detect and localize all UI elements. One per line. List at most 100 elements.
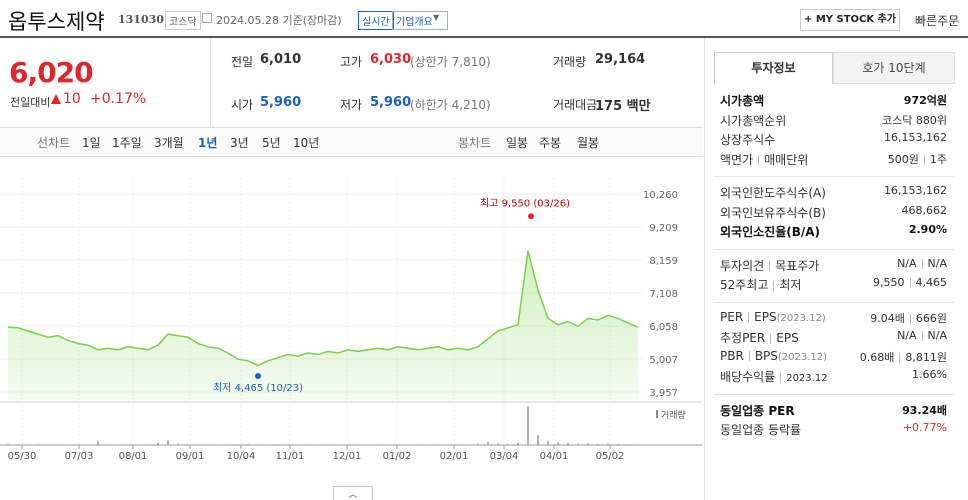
candle-tab[interactable]: 주봉 [539,136,562,150]
label-part: 최저 [779,278,802,292]
separator [748,312,750,322]
info-value: 1.66% [912,368,947,381]
info-value: N/A N/A [897,329,947,342]
y-tick-label: 7,108 [649,289,678,300]
info-label: 배당수익률 2023.12 [720,368,828,385]
separator [770,333,772,344]
volume-bar [497,443,499,445]
info-value: 9,550 4,465 [873,276,947,289]
label-part: 52주최고 [720,278,769,292]
value-part: 2.90% [908,223,947,236]
info-label: PBR BPS(2023.12) [720,349,827,363]
info-label: 외국인보유주식수(B) [720,204,826,221]
label-sub: (2023.12) [776,312,826,324]
quick-order[interactable]: 빠른주문 [915,14,960,28]
summary-label: 전일 [231,55,254,69]
date: 2024.05.28 기준(장마감) [216,14,342,27]
volume-bar [517,443,519,445]
volume-bar [307,444,309,445]
volume-bar [187,444,189,445]
volume-bar [207,444,209,445]
label-part: 매매단위 [764,152,809,167]
y-tick-label: 9,209 [649,223,678,234]
info-value: N/A N/A [897,257,947,270]
volume-legend-icon [656,410,658,418]
x-tick-label: 02/01 [440,451,469,462]
volume-bar [397,444,399,445]
summary-value: 5,960 [370,95,412,110]
info-value: 16,153,162 [884,184,947,197]
value-part: 666원 [915,311,947,325]
x-tick-label: 08/01 [119,451,148,462]
info-label: 시가총액 [720,92,764,109]
volume-bar [27,444,29,445]
period-tab[interactable]: 3개월 [154,136,184,150]
value-part: 16,153,162 [884,131,947,144]
info-value: 468,662 [902,204,948,217]
summary-value: 5,960 [260,95,302,110]
period-bar [0,127,703,157]
info-value: 0.68배 8,811원 [860,349,947,365]
change-rate: +0.17% [90,91,147,107]
x-tick-label: 05/02 [596,451,625,462]
group-divider [714,176,955,177]
candle-tab[interactable]: 월봉 [577,136,600,150]
volume-bar [567,443,569,445]
x-tick-label: 09/01 [176,451,205,462]
volume-bar [227,444,229,445]
label-part: EPS [776,331,799,345]
candle-tab[interactable]: 일봉 [506,136,529,150]
volume-bar [627,444,629,445]
volume-bar [147,444,149,445]
volume-legend: 거래량 [661,409,686,421]
y-tick-label: 6,058 [649,322,678,333]
label-part: 액면가 [720,152,754,167]
volume-bar [167,440,169,445]
separator [921,331,923,341]
value-part: 1.66% [912,368,947,381]
volume-bar [237,444,239,445]
volume-bar [107,444,109,445]
tab[interactable]: 호가 10단계 [833,52,955,84]
period-tab[interactable]: 1일 [82,136,101,150]
volume-bar [637,444,639,445]
collapse-button[interactable]: ︿ [333,486,373,500]
volume-bar [47,444,49,445]
label-part: 2023.12 [786,373,828,384]
period-tab[interactable]: 5년 [262,136,281,150]
value-part: 16,153,162 [884,184,947,197]
label-part: PBR [720,348,744,363]
info-label: 액면가 매매단위 [720,151,808,168]
summary-value: 6,010 [260,52,302,67]
label-part: 추정PER [720,331,766,345]
period-tab[interactable]: 1년 [198,136,218,150]
up-arrow [51,94,61,104]
tab[interactable]: 투자정보 [714,52,833,84]
my-stock-button[interactable]: + MY STOCK 추가 [800,9,900,31]
summary-label: 저가 [340,98,363,112]
realtime-badge[interactable]: 실시간 [358,11,394,30]
company-info[interactable]: 기업개요 [392,11,448,30]
summary-value: 29,164 [595,52,646,67]
line-chart-label: 선차트 [37,136,71,150]
calendar-icon [202,13,212,23]
low-label: 최저 4,465 (10/23) [213,382,303,394]
volume-bar [257,444,259,445]
volume-bar [577,443,579,445]
period-tab[interactable]: 3년 [230,136,249,150]
volume-bar [607,443,609,445]
high-marker [528,213,534,220]
stock-name: 옵투스제약 [8,10,105,34]
label-part: 외국인소진율(B/A) [720,225,821,239]
info-label: 상장주식수 [720,131,775,148]
info-value: 93.24배 [902,402,947,418]
period-tab[interactable]: 10년 [293,136,320,150]
info-label: 투자의견 목표주가 [720,257,819,274]
label-part: 배당수익률 [720,370,776,384]
volume-bar [197,444,199,445]
value-part: 468,662 [901,203,948,217]
label-sub: (2023.12) [777,351,828,363]
period-tab[interactable]: 1주일 [112,136,142,150]
price-line [7,250,639,367]
volume-bar [287,444,289,445]
